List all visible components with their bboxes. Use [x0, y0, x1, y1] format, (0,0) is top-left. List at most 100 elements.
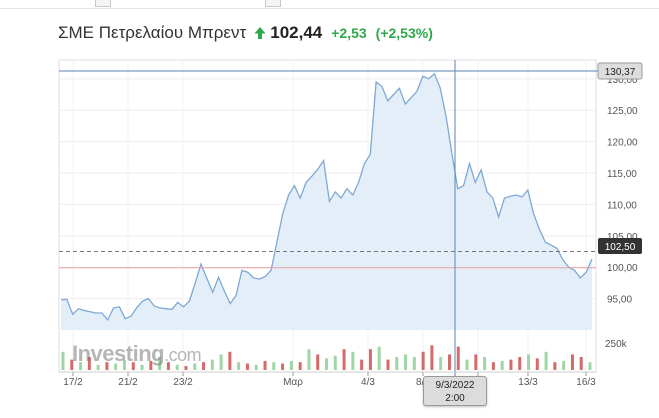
volume-bar — [61, 351, 65, 370]
volume-bar — [509, 359, 513, 370]
volume-bar — [149, 360, 153, 370]
volume-bar — [588, 362, 592, 370]
volume-bar — [465, 359, 469, 370]
volume-bar — [175, 364, 179, 370]
volume-bar — [430, 345, 434, 370]
quote-header: ΣΜΕ Πετρελαίου Μπρεντ 102,44 +2,53 (+2,5… — [58, 21, 433, 45]
volume-bar — [360, 359, 364, 370]
volume-bar — [87, 357, 91, 370]
volume-bar — [527, 354, 531, 370]
volume-bars — [61, 345, 592, 370]
watermark-suffix: .com — [164, 345, 202, 365]
volume-bar — [122, 359, 126, 370]
volume-bar — [395, 357, 399, 370]
volume-bar — [483, 357, 487, 370]
volume-bar — [377, 346, 381, 370]
volume-bar — [298, 362, 302, 370]
volume-bar — [184, 366, 188, 370]
volume-bar — [193, 363, 197, 370]
volume-bar — [254, 364, 258, 370]
volume-bar — [333, 355, 337, 370]
last-price: 102,44 — [270, 23, 323, 42]
volume-bar — [272, 362, 276, 370]
x-tick-label: 13/3 — [518, 377, 538, 388]
y-tick-label: 115,00 — [607, 169, 637, 180]
volume-bar — [579, 357, 583, 370]
x-tick-label: 21/2 — [118, 377, 138, 388]
volume-bar — [316, 354, 320, 370]
volume-bar — [70, 359, 74, 370]
x-tick-label: Μαρ — [283, 377, 303, 388]
volume-bar — [544, 351, 548, 370]
volume-bar — [351, 351, 355, 370]
watermark-brand: Investing — [72, 341, 165, 366]
volume-bar — [228, 351, 232, 370]
toolbar-button-stub[interactable] — [265, 0, 281, 7]
y-tick-label: 125,00 — [607, 106, 638, 117]
y-tick-label: 95,00 — [607, 295, 632, 306]
x-tick-label: 23/2 — [173, 377, 193, 388]
y-axis: 95,00 100,00 105,00 110,00 115,00 120,00 125,0… — [607, 75, 638, 306]
volume-bar — [202, 362, 206, 370]
crosshair-date-tooltip: 9/3/2022 2:00 — [423, 376, 487, 406]
volume-bar — [439, 357, 443, 370]
price-change: +2,53 — [331, 25, 367, 41]
volume-bar — [500, 360, 504, 370]
crosshair-date: 9/3/2022 — [435, 380, 475, 391]
x-tick-label: 17/2 — [63, 377, 83, 388]
volume-bar — [219, 354, 223, 370]
volume-bar — [447, 354, 451, 370]
crosshair-time: 2:00 — [445, 393, 465, 404]
volume-bar — [79, 362, 83, 370]
volume-bar — [263, 360, 267, 370]
instrument-name: ΣΜΕ Πετρελαίου Μπρεντ — [58, 23, 247, 42]
volume-bar — [562, 360, 566, 370]
last-value-tag: 102,50 — [598, 238, 642, 254]
volume-bar — [210, 359, 214, 370]
y-tick-label: 100,00 — [607, 263, 638, 274]
volume-bar — [491, 362, 495, 370]
volume-bar — [386, 359, 390, 370]
volume-bar — [553, 362, 557, 370]
crosshair-value-label: 130,37 — [605, 67, 636, 78]
volume-axis-tick: 250k — [605, 339, 628, 350]
y-tick-label: 105,00 — [607, 232, 638, 243]
price-area — [61, 73, 592, 331]
x-tick-label: 16/3 — [576, 377, 596, 388]
volume-bar — [535, 358, 539, 370]
volume-bar — [342, 349, 346, 370]
crosshair-value-tag: 130,37 — [597, 62, 643, 80]
price-change-percent: (+2,53%) — [375, 25, 433, 41]
volume-bar — [518, 357, 522, 370]
crosshair-tag-box — [597, 62, 643, 80]
volume-bar — [456, 346, 460, 370]
volume-bar — [158, 357, 162, 370]
x-tick-label: 4/3 — [361, 377, 375, 388]
up-arrow-icon — [254, 27, 266, 39]
volume-bar — [105, 362, 109, 370]
volume-bar — [412, 357, 416, 370]
investing-watermark: Investing.com — [72, 341, 202, 367]
y-tick-label: 130,00 — [607, 75, 638, 86]
toolbar-button-stub[interactable] — [95, 0, 111, 7]
volume-bar — [131, 362, 135, 370]
volume-bar — [245, 363, 249, 370]
volume-bar — [289, 360, 293, 370]
volume-bar — [281, 363, 285, 370]
volume-bar — [114, 363, 118, 370]
y-tick-label: 110,00 — [607, 200, 637, 211]
volume-bar — [140, 364, 144, 370]
volume-bar — [307, 349, 311, 370]
last-value-tag-box — [598, 238, 642, 254]
last-value-label: 102,50 — [605, 242, 636, 253]
volume-bar — [166, 362, 170, 370]
volume-bar — [404, 354, 408, 370]
volume-bar — [421, 351, 425, 370]
volume-bar — [96, 364, 100, 370]
top-toolbar-strip — [0, 0, 659, 9]
volume-bar — [325, 358, 328, 370]
volume-bar — [237, 362, 241, 370]
y-tick-label: 120,00 — [607, 138, 638, 149]
